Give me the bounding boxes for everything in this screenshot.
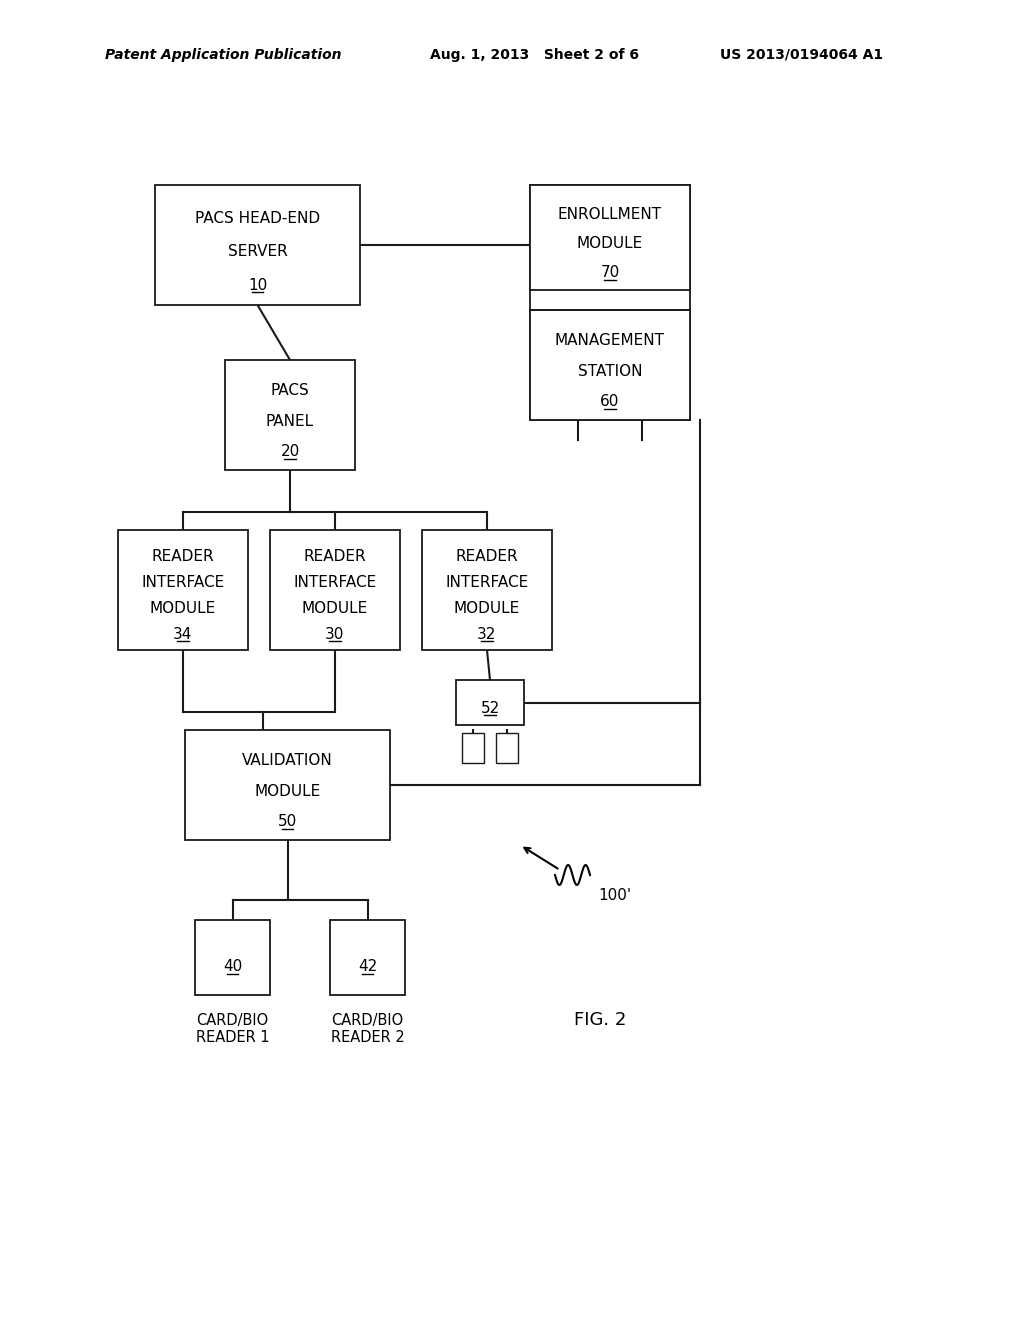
Text: READER 1: READER 1 (196, 1030, 269, 1045)
Text: 100': 100' (598, 887, 631, 903)
Text: INTERFACE: INTERFACE (445, 574, 528, 590)
Bar (530, 310, 690, 420)
Text: PACS HEAD-END: PACS HEAD-END (195, 211, 321, 226)
Text: CARD/BIO: CARD/BIO (197, 1012, 268, 1028)
Bar (462, 733, 484, 763)
Text: 20: 20 (281, 444, 300, 459)
Text: READER: READER (152, 549, 214, 564)
Bar (496, 733, 518, 763)
Text: MODULE: MODULE (302, 601, 368, 615)
Bar (530, 185, 690, 290)
Text: 42: 42 (357, 960, 377, 974)
Bar (330, 920, 406, 995)
Text: 50: 50 (278, 814, 297, 829)
Text: 40: 40 (223, 960, 242, 974)
Bar (118, 531, 248, 649)
Text: MANAGEMENT: MANAGEMENT (555, 333, 665, 348)
Bar (185, 730, 390, 840)
Text: MODULE: MODULE (454, 601, 520, 615)
Text: PANEL: PANEL (266, 413, 314, 429)
Text: READER 2: READER 2 (331, 1030, 404, 1045)
Text: 70: 70 (600, 265, 620, 280)
Text: STATION: STATION (578, 363, 642, 379)
Text: MODULE: MODULE (577, 236, 643, 251)
Text: Patent Application Publication: Patent Application Publication (105, 48, 341, 62)
Text: 34: 34 (173, 627, 193, 642)
Text: Aug. 1, 2013   Sheet 2 of 6: Aug. 1, 2013 Sheet 2 of 6 (430, 48, 639, 62)
Text: MODULE: MODULE (254, 784, 321, 799)
Bar (456, 680, 524, 725)
Text: READER: READER (304, 549, 367, 564)
Bar (195, 920, 270, 995)
Text: US 2013/0194064 A1: US 2013/0194064 A1 (720, 48, 883, 62)
Text: SERVER: SERVER (227, 244, 288, 259)
Text: INTERFACE: INTERFACE (293, 574, 377, 590)
Text: 30: 30 (326, 627, 345, 642)
Bar (155, 185, 360, 305)
Bar (225, 360, 355, 470)
Text: 52: 52 (480, 701, 500, 715)
Bar (422, 531, 552, 649)
Text: PACS: PACS (270, 383, 309, 399)
Text: 60: 60 (600, 395, 620, 409)
Text: CARD/BIO: CARD/BIO (332, 1012, 403, 1028)
Text: 10: 10 (248, 277, 267, 293)
Bar (270, 531, 400, 649)
Text: READER: READER (456, 549, 518, 564)
Text: INTERFACE: INTERFACE (141, 574, 224, 590)
Text: MODULE: MODULE (150, 601, 216, 615)
Text: FIG. 2: FIG. 2 (573, 1011, 627, 1030)
Bar (530, 185, 690, 420)
Text: 32: 32 (477, 627, 497, 642)
Text: VALIDATION: VALIDATION (242, 752, 333, 768)
Text: ENROLLMENT: ENROLLMENT (558, 207, 663, 222)
